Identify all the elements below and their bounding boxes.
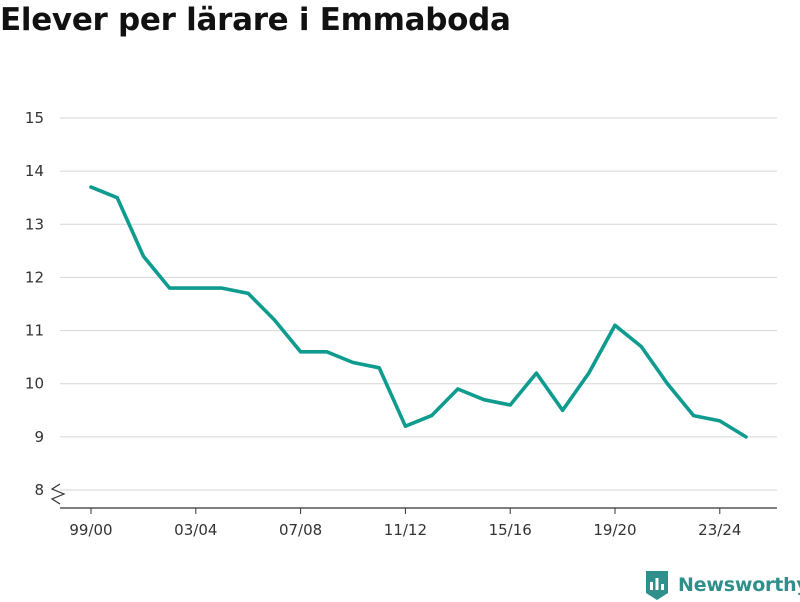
data-point: [639, 344, 643, 349]
data-point: [692, 414, 696, 418]
data-point: [351, 360, 355, 365]
axis-break-icon: [50, 483, 66, 505]
y-tick-label: 14: [25, 162, 44, 180]
x-tick-label: 19/20: [593, 521, 636, 539]
data-point: [430, 414, 434, 418]
y-tick-label: 11: [25, 322, 44, 340]
data-point: [325, 350, 329, 354]
x-axis-ticks: 99/00 03/04 07/08 11/12 15/16 19/20 23/24: [69, 508, 741, 539]
gridlines: [60, 117, 777, 491]
data-point: [299, 350, 303, 354]
data-point: [613, 323, 617, 327]
data-point: [115, 196, 119, 200]
logo-text: Newsworthy: [678, 574, 800, 596]
x-tick-label: 15/16: [489, 521, 532, 539]
data-point: [141, 254, 145, 258]
data-point: [508, 403, 512, 407]
x-tick-label: 23/24: [698, 521, 741, 539]
data-point: [744, 435, 748, 439]
y-tick-label: 15: [25, 109, 44, 127]
data-point: [665, 382, 670, 386]
x-tick-label: 07/08: [279, 521, 322, 539]
series-layer: [89, 185, 748, 439]
x-tick-label: 99/00: [69, 521, 112, 539]
y-tick-label: 12: [25, 268, 44, 286]
y-tick-label: 8: [34, 481, 44, 499]
bar-chart-badge-icon: [646, 571, 668, 600]
chart-title: Elever per lärare i Emmaboda: [0, 2, 511, 38]
data-point: [89, 185, 93, 189]
data-point: [377, 366, 381, 370]
x-axis: [50, 483, 777, 509]
data-point: [587, 371, 591, 375]
data-point: [456, 387, 460, 391]
data-point: [272, 318, 276, 322]
x-tick-label: 03/04: [174, 521, 217, 539]
x-tick-label: 11/12: [384, 521, 427, 539]
y-tick-label: 13: [25, 215, 44, 233]
data-point: [718, 419, 722, 423]
data-point: [168, 286, 172, 290]
y-axis-ticks: 8 9 10 11 12 13 14 15: [25, 109, 44, 499]
data-point: [561, 408, 565, 412]
data-point: [220, 286, 224, 290]
data-point: [246, 291, 250, 295]
y-tick-label: 10: [25, 375, 44, 393]
data-point: [482, 398, 486, 402]
data-point: [534, 371, 539, 375]
data-point: [194, 286, 198, 290]
series-line: [89, 185, 748, 439]
data-point: [403, 424, 407, 428]
newsworthy-logo: Newsworthy: [644, 568, 800, 602]
y-tick-label: 9: [34, 428, 44, 446]
